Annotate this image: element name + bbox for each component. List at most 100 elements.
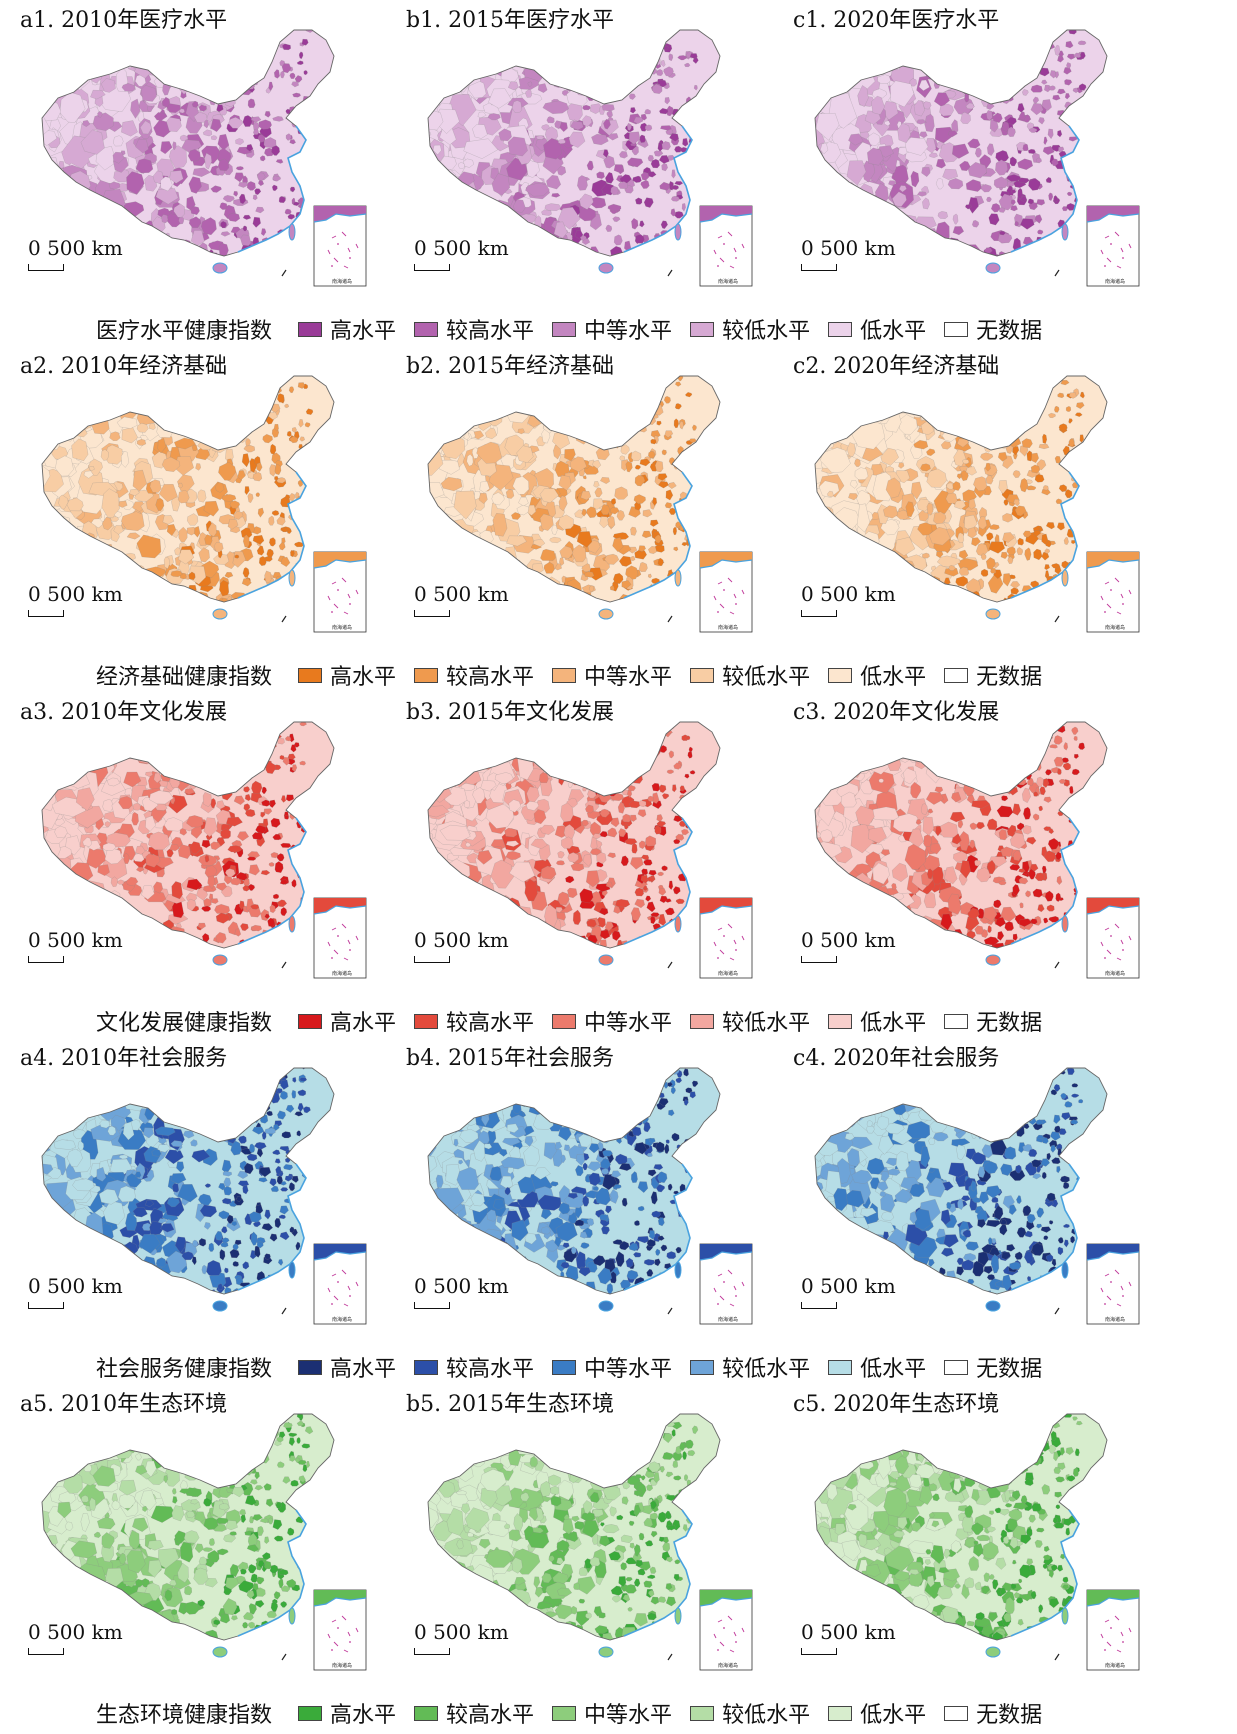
map-region (201, 730, 206, 736)
hainan-island (985, 262, 1001, 274)
map-region (463, 201, 470, 211)
map-region (629, 93, 636, 100)
map-region (647, 546, 657, 554)
map-region (276, 242, 284, 248)
map-region (1038, 388, 1046, 395)
map-region (209, 1099, 218, 1105)
map-region (53, 417, 61, 430)
map-region (919, 131, 928, 139)
map-region (1011, 189, 1017, 194)
map-region (526, 801, 539, 811)
map-region (659, 108, 669, 115)
map-region (962, 777, 968, 784)
map-region (431, 201, 443, 213)
map-region (567, 751, 575, 759)
map-region (630, 907, 641, 921)
map-region (186, 898, 197, 912)
taiwan-island (1061, 569, 1069, 587)
map-region (1048, 837, 1059, 850)
map-region (429, 903, 444, 916)
map-region (834, 727, 856, 756)
map-region (428, 49, 432, 61)
map-region (123, 771, 142, 788)
map-region (1038, 31, 1047, 40)
map-region (215, 34, 226, 40)
map-region (840, 556, 861, 572)
map-region (677, 55, 688, 61)
map-region (830, 757, 853, 784)
map-region (243, 445, 255, 453)
map-region (565, 875, 575, 884)
map-region (822, 54, 846, 65)
map-region (822, 404, 831, 420)
map-region (166, 36, 174, 43)
map-region (485, 567, 496, 578)
map-region (837, 737, 859, 765)
map-region (627, 122, 632, 131)
map-region (299, 601, 306, 602)
map-region (242, 225, 248, 232)
map-region (612, 216, 621, 222)
map-region (887, 754, 902, 771)
map-region (925, 792, 944, 805)
map-region (217, 409, 227, 417)
map-row: 南海诸岛 a3. 2010年文化发展 0 500 km 南海诸岛 b3. 2015年文化… (0, 692, 1237, 1038)
choropleth-map: 南海诸岛 (41, 29, 367, 287)
map-region (241, 578, 252, 587)
map-region (815, 513, 836, 539)
map-region (481, 210, 502, 231)
map-region (908, 828, 924, 848)
map-region (875, 898, 891, 913)
map-region (1032, 888, 1043, 898)
map-region (884, 120, 891, 127)
map-region (459, 900, 486, 915)
inset-label: 南海诸岛 (332, 278, 352, 285)
map-region (138, 232, 158, 255)
map-region (479, 887, 492, 907)
map-region (70, 732, 80, 742)
panel-title: c1. 2020年医疗水平 (793, 8, 1000, 33)
map-region (606, 881, 613, 888)
map-region (637, 809, 647, 818)
map-region (641, 417, 649, 423)
map-region (305, 464, 312, 472)
map-region (690, 596, 698, 602)
map-region (576, 59, 590, 72)
map-region (1012, 446, 1020, 456)
map-region (685, 120, 693, 128)
map-region (435, 554, 459, 577)
map-region (688, 568, 693, 577)
map-region (661, 865, 668, 871)
map-region (150, 379, 164, 399)
map-region (141, 735, 150, 745)
legend-label: 较高水平 (446, 665, 535, 690)
map-region (632, 381, 645, 391)
map-region (947, 381, 954, 391)
map-region (109, 385, 119, 397)
map-region (306, 561, 311, 570)
map-region (1044, 548, 1050, 554)
map-region (257, 134, 265, 143)
map-region (43, 1133, 53, 1141)
map-region (43, 198, 59, 223)
map-region (689, 53, 698, 59)
map-region (274, 69, 280, 79)
map-region (592, 459, 602, 469)
map-region (458, 732, 493, 762)
map-region (922, 552, 930, 559)
map-region (683, 160, 691, 167)
map-region (956, 473, 963, 480)
map-region (869, 754, 876, 767)
map-region (258, 119, 272, 130)
map-region (985, 462, 991, 472)
map-region (1053, 247, 1063, 252)
map-region (212, 1073, 227, 1083)
map-region (1069, 785, 1074, 795)
map-region (208, 522, 217, 537)
map-region (262, 30, 275, 35)
map-region (890, 221, 903, 237)
map-region (66, 396, 85, 412)
map-region (43, 163, 61, 190)
map-region (78, 52, 102, 75)
map-region (900, 928, 917, 948)
